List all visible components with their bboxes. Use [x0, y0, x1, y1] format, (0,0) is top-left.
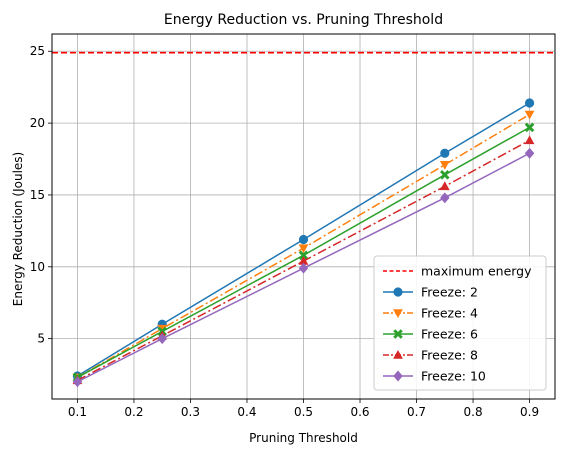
chart-title: Energy Reduction vs. Pruning Threshold	[164, 12, 443, 28]
x-tick-label: 0.9	[520, 405, 539, 419]
legend-label: maximum energy	[421, 264, 532, 279]
legend-marker	[393, 287, 403, 297]
data-point	[439, 181, 450, 191]
data-point	[298, 234, 309, 245]
x-axis-label: Pruning Threshold	[249, 431, 358, 445]
y-tick-label: 15	[30, 188, 45, 202]
data-point	[439, 161, 450, 170]
data-point	[524, 135, 535, 145]
y-tick-label: 20	[30, 116, 45, 130]
legend-entry: Freeze: 10	[383, 369, 486, 384]
legend-entry: Freeze: 8	[383, 348, 478, 363]
data-point	[440, 192, 450, 204]
data-point	[440, 148, 450, 158]
x-tick-label: 0.5	[294, 405, 313, 419]
data-point	[524, 122, 535, 133]
legend-label: Freeze: 10	[421, 369, 486, 384]
series-layer	[72, 98, 535, 388]
legend: maximum energy Freeze: 2 Freeze: 4 Freeze: …	[373, 255, 547, 391]
x-tick-label: 0.2	[124, 405, 143, 419]
x-tick-label: 0.7	[407, 405, 426, 419]
legend-entry: Freeze: 2	[383, 285, 478, 300]
legend-entry: Freeze: 6	[383, 327, 478, 342]
y-tick-label: 10	[30, 260, 45, 274]
data-point	[157, 333, 167, 345]
axis-ticks: 0.1 0.2 0.3 0.4 0.5 0.6 0.7 0.8 0.9 5 10 15 20 25	[30, 44, 539, 419]
x-tick-label: 0.8	[464, 405, 483, 419]
legend-marker	[393, 370, 403, 382]
data-point	[524, 98, 535, 108]
legend-box	[373, 255, 547, 391]
legend-marker	[393, 349, 403, 359]
legend-entry: Freeze: 4	[383, 306, 478, 321]
data-point	[298, 262, 309, 274]
legend-marker	[393, 329, 403, 339]
data-point	[298, 244, 309, 254]
x-tick-label: 0.1	[68, 405, 87, 419]
data-point	[524, 147, 535, 159]
series-5	[72, 147, 535, 388]
data-point	[524, 110, 535, 120]
y-axis-label: Energy Reduction (Joules)	[11, 152, 25, 306]
x-tick-label: 0.4	[237, 405, 256, 419]
legend-label: Freeze: 4	[421, 306, 478, 321]
legend-marker	[393, 309, 403, 319]
legend-label: Freeze: 2	[421, 285, 478, 300]
y-tick-label: 25	[30, 44, 45, 58]
data-point	[72, 376, 83, 388]
y-tick-label: 5	[37, 332, 45, 346]
data-point	[440, 170, 450, 180]
legend-label: Freeze: 8	[421, 348, 478, 363]
legend-entry: maximum energy	[383, 264, 532, 279]
x-tick-label: 0.3	[181, 405, 200, 419]
legend-label: Freeze: 6	[421, 327, 478, 342]
x-tick-label: 0.6	[350, 405, 369, 419]
